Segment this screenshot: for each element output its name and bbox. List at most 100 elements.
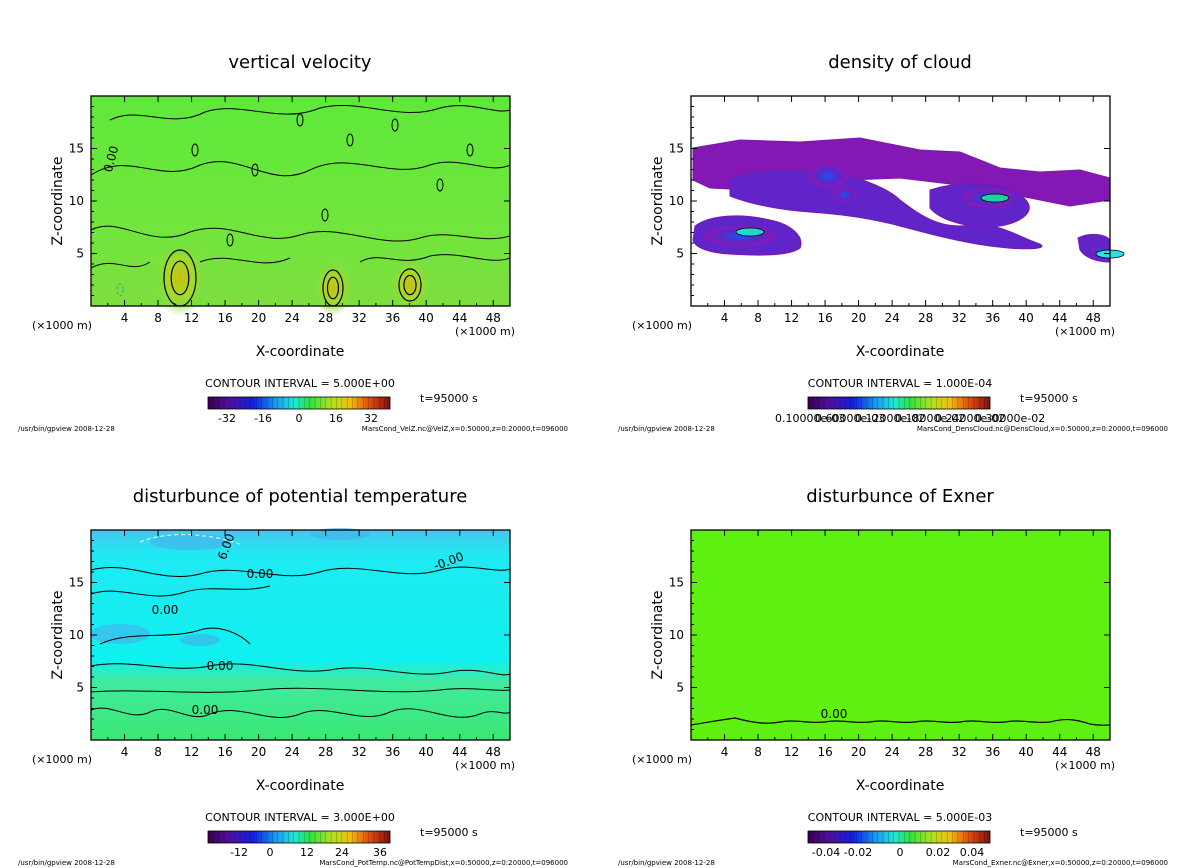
contour-line — [398, 268, 422, 302]
x-tick-label: 44 — [1052, 311, 1067, 325]
footer-right: MarsCond_PotTemp.nc@PotTempDist,x=0:5000… — [319, 859, 568, 867]
y-tick-label: 5 — [676, 247, 684, 261]
y-tick-label: 10 — [669, 628, 684, 642]
x-tick-label: 48 — [1086, 745, 1101, 759]
x-tick-label: 16 — [217, 311, 232, 325]
x-tick-label: 28 — [918, 311, 933, 325]
x-unit-right: (×1000 m) — [1055, 759, 1115, 772]
colorbar-tick-label: 0.18000e-02 — [895, 412, 965, 425]
time-label: t=95000 s — [420, 826, 478, 839]
x-tick-label: 48 — [486, 311, 501, 325]
time-label: t=95000 s — [420, 392, 478, 405]
contour-line-dashed — [139, 534, 241, 545]
x-tick-label: 8 — [154, 745, 162, 759]
colorbar-tick-label: 0.02 — [926, 846, 951, 859]
contour-line — [296, 113, 304, 127]
contour-line — [346, 133, 354, 147]
x-unit-left: (×1000 m) — [632, 319, 692, 332]
x-tick-label: 20 — [851, 745, 866, 759]
x-tick-label: 36 — [385, 745, 400, 759]
chart-title: disturbunce of Exner — [806, 486, 994, 507]
y-tick-label: 15 — [669, 576, 684, 590]
footer-left: /usr/bin/gpview 2008-12-28 — [18, 425, 115, 433]
footer-left: /usr/bin/gpview 2008-12-28 — [618, 859, 715, 867]
x-tick-label: 12 — [784, 745, 799, 759]
colorbar-tick-label: 0 — [296, 412, 303, 425]
contour-interval: CONTOUR INTERVAL = 5.000E-03 — [808, 811, 992, 824]
cool-region — [90, 624, 150, 644]
y-tick-label: 10 — [69, 628, 84, 642]
colorbar-tick-label: 0.60000e-03 — [815, 412, 885, 425]
x-tick-label: 36 — [385, 311, 400, 325]
y-axis-label: Z-coordinate — [650, 590, 666, 679]
footer-right: MarsCond_VelZ.nc@VelZ,x=0:50000,z=0:2000… — [362, 425, 568, 433]
cloud-core — [833, 187, 857, 203]
x-tick-label: 20 — [251, 311, 266, 325]
x-tick-label: 12 — [184, 311, 199, 325]
colorbar-tick-label: 32 — [364, 412, 378, 425]
x-tick-label: 40 — [1019, 745, 1034, 759]
contour-label: 0.00 — [152, 603, 179, 617]
cloud-region — [729, 169, 1043, 250]
x-axis-label: X-coordinate — [256, 344, 345, 360]
colorbar-tick-label: 0.12000e-02 — [855, 412, 925, 425]
x-tick-label: 28 — [318, 311, 333, 325]
colorbar-tick-label: 0.10000e-03 — [775, 412, 845, 425]
contour-line — [690, 717, 1111, 726]
field-features — [90, 528, 511, 740]
x-tick-label: 40 — [419, 745, 434, 759]
y-tick-label: 10 — [669, 194, 684, 208]
colorbar-tick-label: -16 — [254, 412, 272, 425]
colorbar-tick-label: -0.02 — [844, 846, 872, 859]
contour-label: 0.00 — [192, 703, 219, 717]
contour-line — [466, 143, 474, 157]
contour-line — [170, 260, 190, 296]
contour-label: 0.00 — [101, 144, 121, 173]
x-tick-label: 4 — [121, 311, 129, 325]
y-tick-label: 15 — [69, 576, 84, 590]
contour-label: 0.00 — [207, 659, 234, 673]
colorbar-tick-label: 0.24000e-02 — [935, 412, 1005, 425]
x-tick-label: 44 — [452, 745, 467, 759]
chart-title: disturbunce of potential temperature — [133, 486, 468, 507]
x-unit-right: (×1000 m) — [455, 325, 515, 338]
x-tick-label: 28 — [318, 745, 333, 759]
cool-region — [180, 634, 220, 646]
x-tick-label: 16 — [217, 745, 232, 759]
updraft-core — [154, 240, 206, 316]
x-tick-label: 48 — [1086, 311, 1101, 325]
x-tick-label: 32 — [952, 745, 967, 759]
x-tick-label: 48 — [486, 745, 501, 759]
contour-line — [326, 276, 340, 300]
footer-right: MarsCond_Exner.nc@Exner,x=0:50000,z=0:20… — [953, 859, 1168, 867]
contour-interval: CONTOUR INTERVAL = 5.000E+00 — [205, 377, 395, 390]
x-tick-label: 20 — [251, 745, 266, 759]
x-tick-label: 36 — [985, 745, 1000, 759]
contour-line — [90, 254, 511, 269]
contour-line — [735, 227, 765, 237]
x-axis-label: X-coordinate — [856, 778, 945, 794]
contour-line — [99, 627, 251, 645]
field-shading — [91, 96, 510, 306]
colorbar-tick-label: 24 — [335, 846, 349, 859]
x-tick-label: 12 — [784, 311, 799, 325]
y-tick-label: 5 — [76, 247, 84, 261]
x-tick-label: 8 — [754, 745, 762, 759]
colorbar-tick-label: 0.30000e-02 — [975, 412, 1045, 425]
time-label: t=95000 s — [1020, 826, 1078, 839]
contour-line — [90, 585, 271, 597]
x-tick-label: 32 — [952, 311, 967, 325]
contour-line — [116, 283, 124, 297]
contour-label: 0.00 — [821, 707, 848, 721]
field-features — [690, 717, 1111, 726]
x-tick-label: 24 — [884, 311, 899, 325]
y-axis-label: Z-coordinate — [50, 156, 66, 245]
footer-right: MarsCond_DensCloud.nc@DensCloud,x=0:5000… — [917, 425, 1168, 433]
colorbar-tick-label: -0.04 — [812, 846, 840, 859]
x-unit-left: (×1000 m) — [32, 319, 92, 332]
x-tick-label: 8 — [754, 311, 762, 325]
contour-line — [980, 193, 1010, 203]
x-unit-left: (×1000 m) — [632, 753, 692, 766]
